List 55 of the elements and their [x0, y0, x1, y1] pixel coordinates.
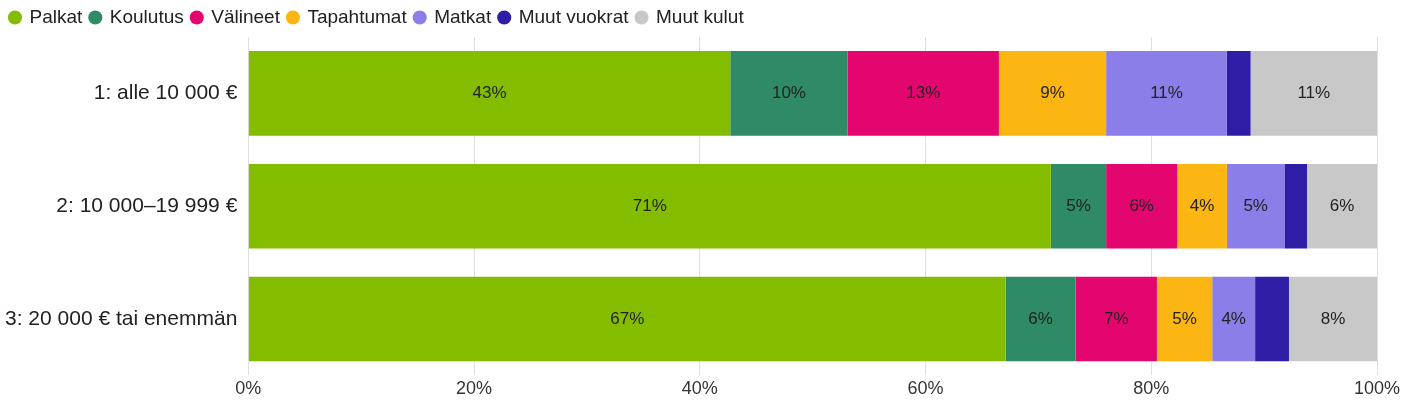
y-tick-label: 1: alle 10 000 € — [93, 80, 238, 104]
data-label: 9% — [1040, 83, 1065, 103]
x-tick-label: 0% — [235, 378, 262, 399]
x-tick-label: 20% — [456, 378, 493, 399]
data-label: 5% — [1172, 308, 1197, 328]
x-tick-label: 40% — [681, 378, 718, 399]
bar — [1005, 276, 1076, 362]
data-label: 11% — [1150, 83, 1183, 103]
legend-label: Muut vuokrat — [518, 5, 630, 27]
data-label: 8% — [1320, 308, 1346, 328]
bar — [998, 51, 1107, 136]
data-label: 67% — [610, 308, 645, 328]
bar — [1050, 163, 1107, 249]
data-label: 5% — [1243, 195, 1268, 215]
y-tick-label: 3: 20 000 € tai enemmän — [4, 305, 238, 329]
bar — [1255, 276, 1289, 362]
bar — [1106, 163, 1178, 249]
legend-label: Koulutus — [109, 5, 184, 27]
data-label: 13% — [906, 83, 941, 103]
data-label: 71% — [632, 195, 667, 215]
bar — [1177, 163, 1227, 249]
data-label: 4% — [1189, 195, 1215, 215]
x-tick-label: 80% — [1133, 378, 1170, 399]
bar — [248, 51, 731, 136]
x-tick-label: 100% — [1353, 378, 1401, 399]
legend-label: Muut kulut — [656, 5, 745, 27]
bar — [1212, 276, 1256, 362]
data-label: 6% — [1028, 308, 1053, 328]
x-tick-label: 60% — [907, 378, 944, 399]
legend-label: Palkat — [29, 5, 84, 27]
data-label: 6% — [1129, 195, 1154, 215]
bar — [248, 276, 1006, 362]
data-label: 11% — [1297, 83, 1331, 103]
bar — [1250, 51, 1377, 136]
bar — [1226, 51, 1251, 136]
bar — [1075, 276, 1157, 362]
y-tick-label: 2: 10 000–19 999 € — [56, 193, 238, 216]
legend-label: Välineet — [211, 5, 281, 27]
bar — [847, 51, 999, 136]
bar — [1106, 51, 1227, 136]
bar — [1156, 276, 1213, 362]
data-label: 4% — [1221, 308, 1246, 328]
legend-label: Tapahtumat — [307, 5, 408, 27]
data-label: 7% — [1103, 308, 1129, 328]
data-label: 5% — [1066, 195, 1091, 215]
bar — [730, 51, 848, 136]
bar — [1226, 163, 1285, 249]
bar — [1288, 276, 1377, 362]
data-label: 10% — [771, 83, 806, 103]
legend-label: Matkat — [434, 5, 492, 27]
bar — [1284, 163, 1308, 249]
bar — [248, 163, 1051, 249]
data-label: 43% — [472, 83, 507, 103]
bar — [1307, 163, 1377, 249]
data-label: 6% — [1329, 195, 1355, 215]
